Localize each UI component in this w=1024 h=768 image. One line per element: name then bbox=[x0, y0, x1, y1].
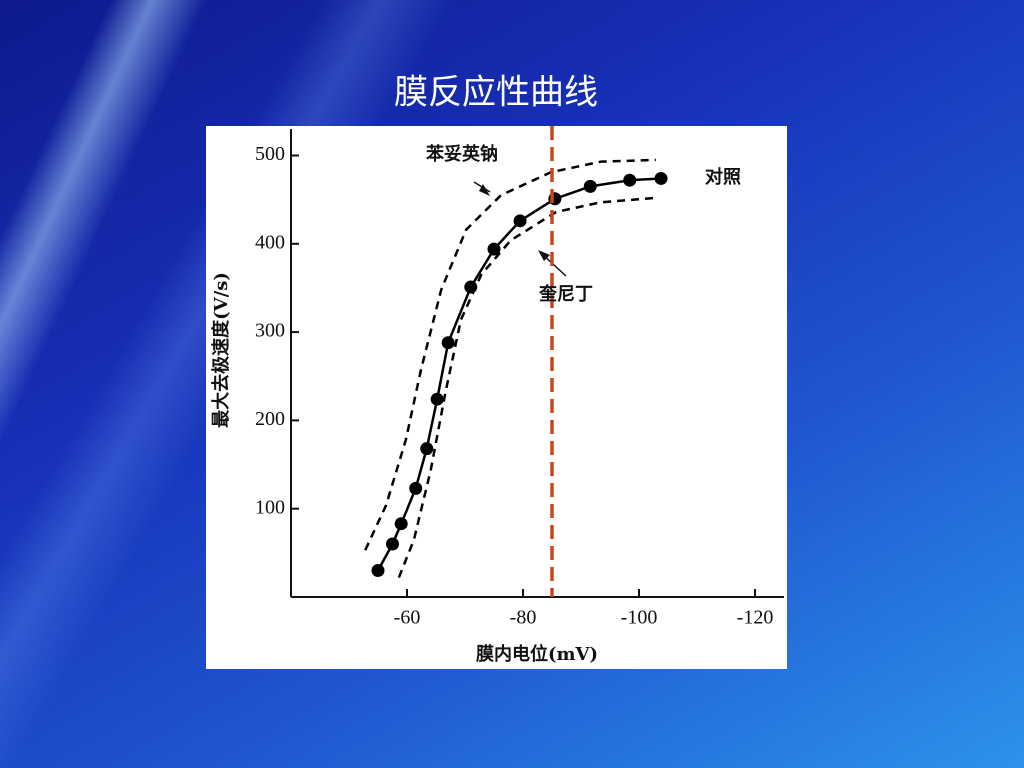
series-line bbox=[364, 158, 656, 551]
x-tick-label: -100 bbox=[621, 607, 658, 629]
x-tick-label: -60 bbox=[394, 607, 421, 629]
data-point bbox=[420, 442, 434, 456]
data-point bbox=[441, 336, 455, 350]
data-point bbox=[386, 537, 399, 551]
data-point bbox=[394, 517, 408, 531]
chart-title: 膜反应性曲线 bbox=[394, 73, 598, 113]
series-label: 对照 bbox=[705, 166, 741, 188]
y-tick-label: 500 bbox=[255, 143, 285, 165]
x-axis-label: 膜内电位(mV) bbox=[475, 643, 598, 665]
x-tick-label: -120 bbox=[737, 607, 774, 629]
y-tick-label: 100 bbox=[255, 496, 285, 518]
data-point bbox=[583, 179, 597, 193]
data-point bbox=[409, 481, 423, 495]
arrow-head bbox=[538, 250, 550, 261]
series-line bbox=[397, 196, 656, 579]
data-point bbox=[623, 173, 637, 187]
data-point bbox=[513, 214, 527, 228]
y-tick-label: 200 bbox=[255, 408, 285, 430]
x-tick-label: -80 bbox=[510, 607, 537, 629]
series-label: 苯妥英钠 bbox=[425, 143, 498, 165]
arrow-head bbox=[479, 184, 490, 196]
series-label: 奎尼丁 bbox=[538, 283, 593, 305]
y-tick-label: 300 bbox=[255, 320, 285, 342]
y-tick-label: 400 bbox=[255, 231, 285, 253]
y-axis-label: 最大去极速度(V/s) bbox=[210, 272, 232, 428]
data-point bbox=[371, 564, 385, 578]
chart-panel bbox=[206, 126, 787, 669]
data-point bbox=[654, 171, 668, 185]
data-point bbox=[430, 392, 444, 406]
data-point bbox=[487, 242, 501, 256]
